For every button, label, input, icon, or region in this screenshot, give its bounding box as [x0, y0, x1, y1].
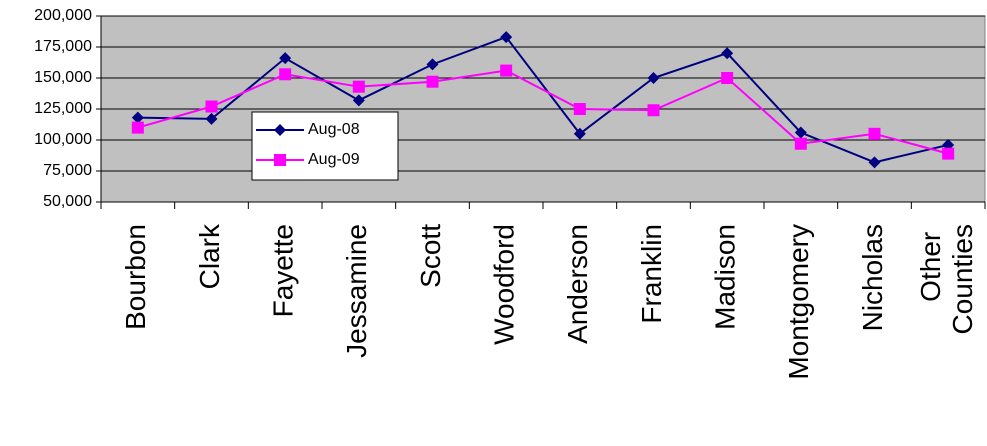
marker-diamond: [279, 52, 292, 65]
marker-diamond: [426, 58, 439, 71]
marker-diamond: [274, 124, 286, 136]
x-tick-label: Other Counties: [915, 224, 978, 335]
legend-box: [251, 111, 399, 181]
y-tick-label: 50,000: [43, 193, 92, 210]
marker-square: [721, 72, 734, 84]
x-tick-label: Montgomery: [783, 224, 814, 380]
y-tick-label: 125,000: [34, 100, 92, 117]
marker-diamond: [352, 94, 365, 107]
marker-square: [868, 127, 881, 140]
marker-square: [647, 104, 660, 117]
marker-diamond: [647, 72, 660, 84]
marker-diamond: [794, 126, 807, 139]
x-tick-label: Madison: [710, 224, 741, 330]
marker-diamond: [500, 31, 513, 44]
marker-diamond: [131, 111, 144, 124]
x-tick-label: Clark: [194, 223, 225, 289]
y-tick-label: 175,000: [34, 38, 92, 55]
marker-square: [426, 75, 439, 88]
marker-square: [205, 100, 218, 113]
x-tick-label: Scott: [415, 224, 446, 288]
marker-diamond: [205, 112, 218, 125]
marker-square: [794, 137, 807, 150]
y-tick-label: 100,000: [34, 131, 92, 148]
x-tick-label: Fayette: [268, 224, 299, 317]
series-line: [137, 69, 949, 155]
x-tick-label: Nicholas: [857, 224, 888, 331]
marker-square: [131, 121, 144, 134]
x-tick-label: Franklin: [636, 224, 667, 324]
y-tick-label: 75,000: [43, 162, 92, 179]
marker-square: [352, 80, 365, 93]
x-tick-label: Bourbon: [120, 224, 151, 330]
legend-label: Aug-09: [308, 151, 360, 168]
legend-label: Aug-08: [308, 121, 360, 138]
marker-square: [279, 68, 292, 81]
x-tick-label: Anderson: [562, 224, 593, 344]
y-tick-label: 150,000: [34, 69, 92, 86]
marker-diamond: [868, 156, 881, 169]
series-line: [137, 35, 949, 164]
marker-square: [500, 64, 513, 77]
marker-square: [942, 147, 955, 160]
marker-diamond: [721, 47, 734, 60]
marker-square: [573, 103, 586, 115]
marker-diamond: [573, 127, 586, 140]
y-tick-label: 200,000: [34, 7, 92, 24]
x-tick-label: Woodford: [489, 224, 520, 345]
legend: Aug-08 Aug-09: [251, 111, 399, 181]
marker-square: [274, 154, 286, 166]
x-tick-label: Jessamine: [341, 224, 372, 358]
